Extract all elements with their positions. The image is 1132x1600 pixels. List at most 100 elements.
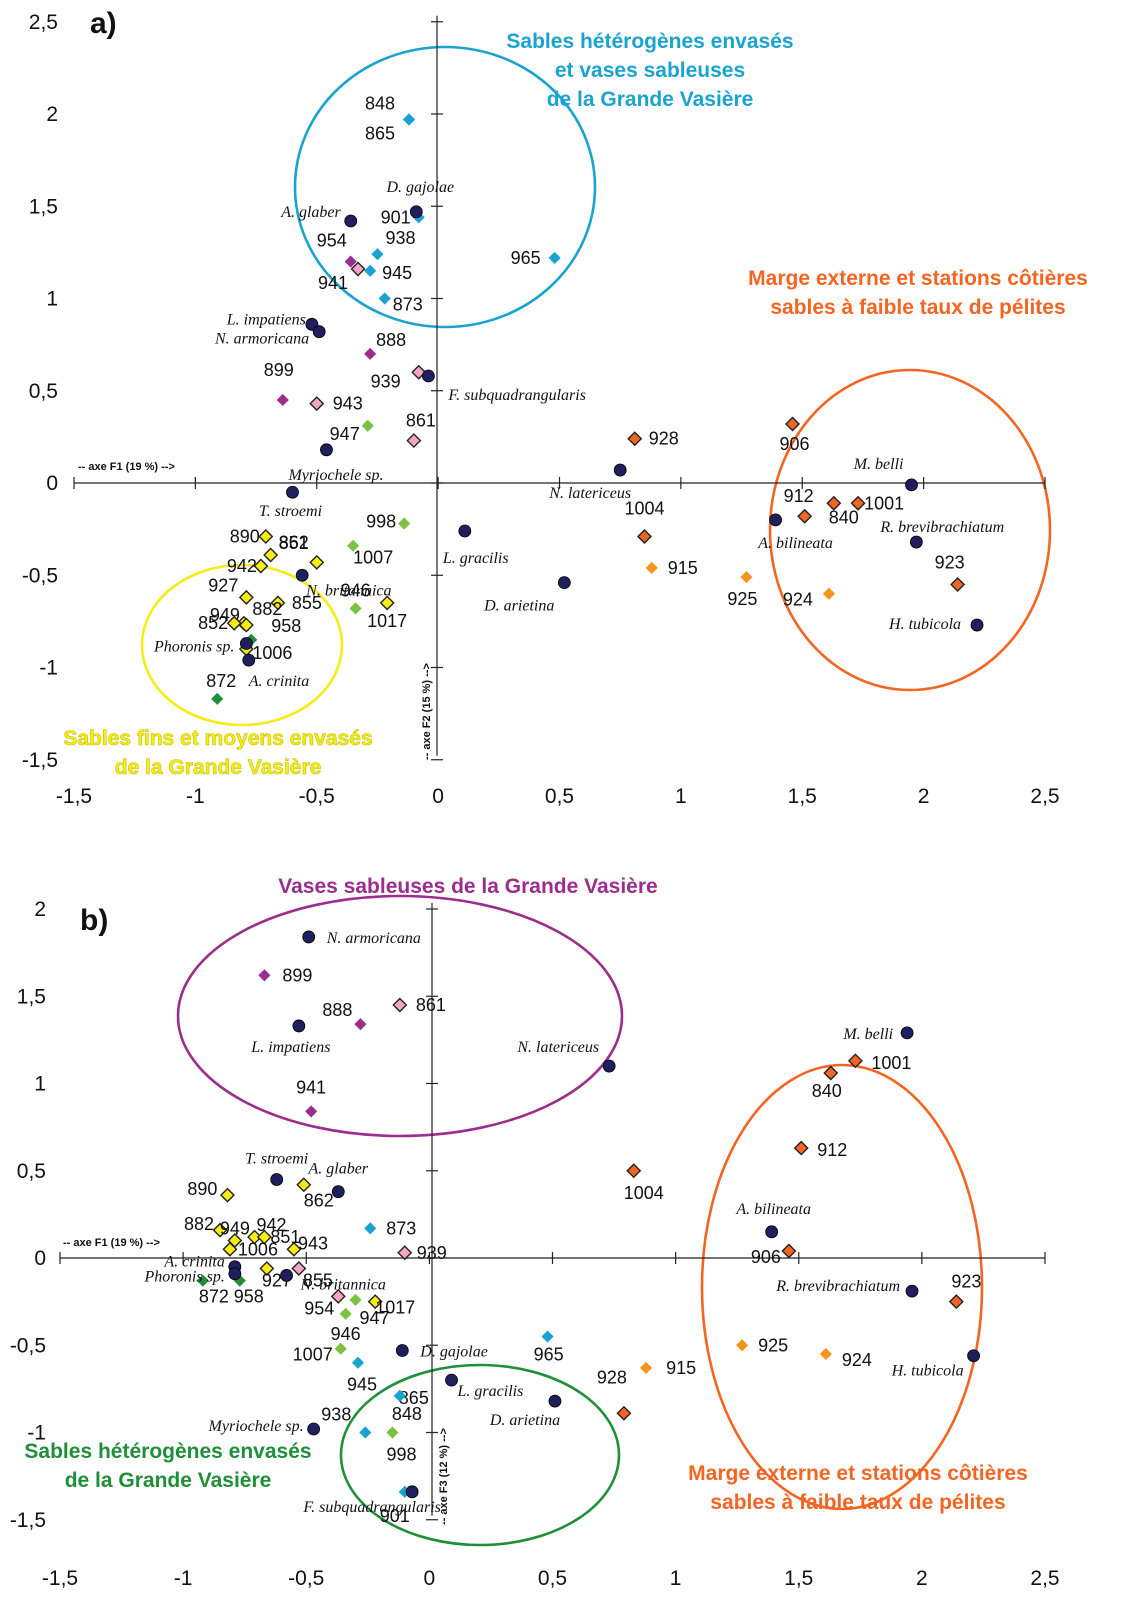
panel-a-station-label-943: 943	[333, 394, 363, 414]
panel-b-station-marker-862	[296, 1177, 312, 1193]
panel-a-species-marker	[613, 463, 627, 477]
panel-b-station-label-848: 848	[392, 1404, 422, 1424]
panel-b-species-marker	[270, 1173, 284, 1186]
panel-a-station-label-947: 947	[330, 424, 360, 444]
panel-a-station-marker-861	[406, 433, 422, 449]
panel-a-station-marker-915	[645, 561, 658, 574]
panel-a-station-marker-946	[349, 602, 362, 615]
panel-b-station-marker-1007	[334, 1342, 347, 1355]
panel-a-species-marker	[458, 524, 472, 538]
panel-a-species-label: L. impatiens	[226, 311, 306, 328]
panel-b-station-label-1017: 1017	[375, 1298, 415, 1318]
panel-a-station-label-938: 938	[385, 228, 415, 248]
panel-a-station-label-942: 942	[227, 556, 257, 576]
panel-b-station-marker-954	[330, 1288, 346, 1304]
panel-a-station-marker-938	[371, 248, 384, 261]
panel-a-station-label-901: 901	[381, 207, 411, 227]
panel-a-station-label-865: 865	[365, 124, 395, 144]
panel-b-group-title-3: Sables hétérogènes envasés	[24, 1440, 311, 1463]
panel-a-y-tick-label: -1	[39, 657, 58, 680]
panel-b-species-label: Phoronis sp.	[144, 1269, 225, 1286]
panel-b-station-label-945: 945	[347, 1375, 377, 1395]
panel-b-station-label-915: 915	[666, 1358, 696, 1378]
panel-b-species-marker	[302, 930, 316, 944]
panel-b-station-marker-1004	[626, 1163, 642, 1179]
panel-b-species-marker	[405, 1485, 419, 1499]
panel-a-station-label-958: 958	[271, 616, 301, 636]
panel-a-group-title-2: Marge externe et stations côtières	[748, 267, 1088, 290]
panel-a-species-label: L. gracilis	[442, 550, 509, 567]
panel-a-station-label-899: 899	[264, 360, 294, 380]
panel-a-station-label-855: 855	[292, 593, 322, 613]
panel-b-station-label-906: 906	[751, 1247, 781, 1267]
panel-a-station-label-939: 939	[371, 371, 401, 391]
panel-b-station-marker-923	[948, 1294, 964, 1310]
panel-a-station-label-915: 915	[668, 558, 698, 578]
panel-a-station-marker-912	[797, 508, 813, 524]
panel-b-species-marker	[280, 1269, 293, 1282]
panel-a-station-label-840: 840	[829, 507, 859, 527]
panel-a-station-marker-890	[258, 529, 274, 544]
panel-b-x-tick-label: 0	[424, 1567, 436, 1590]
panel-b-y-tick-label: -0,5	[10, 1334, 46, 1357]
panel-a-station-marker-899	[276, 393, 289, 407]
panel-b-station-label-925: 925	[758, 1335, 788, 1355]
panel-b-x-tick-label: -1	[174, 1567, 193, 1590]
panel-a-station-marker-925	[740, 571, 753, 584]
panel-b-station-marker-873	[364, 1222, 377, 1235]
panel-b-station-label-873: 873	[386, 1218, 416, 1238]
panel-b-y-tick-label: 1,5	[17, 985, 46, 1008]
panel-a-station-marker-998	[398, 517, 411, 530]
panel-b-species-label: N. armoricana	[326, 930, 421, 947]
panel-a-species-label: A. crinita	[248, 673, 309, 690]
panel-b-station-label-912: 912	[817, 1140, 847, 1160]
panel-a-species-label: F. subquadrangularis	[447, 387, 586, 404]
panel-a-species-label: M. belli	[853, 456, 904, 473]
panel-b-station-label-888: 888	[322, 1000, 352, 1020]
panel-b-station-label-939: 939	[417, 1243, 447, 1263]
panel-a-station-marker-1007	[347, 539, 360, 552]
panel-b-species-marker	[395, 1344, 409, 1357]
panel-b-station-marker-1006	[222, 1241, 238, 1257]
panel-a-station-marker-865	[402, 113, 416, 126]
panel-b-station-label-899: 899	[282, 965, 312, 985]
panel-a-species-label: T. stroemi	[259, 503, 322, 520]
panel-a-species-marker	[286, 485, 299, 499]
panel-b-species-label: F. subquadrangularis	[302, 1499, 441, 1516]
panel-a-group-ellipse-2	[768, 368, 1052, 692]
panel-a-group-title-2: sables à faible taux de pélites	[770, 296, 1065, 319]
panel-b-station-label-1007: 1007	[293, 1345, 333, 1365]
panel-a-station-marker-873	[378, 292, 391, 305]
panel-b-station-label-943: 943	[298, 1233, 328, 1253]
panel-a-station-marker-1001	[850, 495, 866, 511]
panel-b-species-marker	[602, 1059, 616, 1073]
panel-a-x-tick-label: -1,5	[56, 785, 92, 808]
panel-a-station-label-862: 862	[279, 532, 309, 552]
panel-a-station-marker-852	[226, 615, 242, 631]
panel-a-station-marker-939	[411, 364, 427, 380]
panel-b-station-label-851: 851	[270, 1227, 300, 1247]
panel-b-species-label: R. brevibrachiatum	[775, 1278, 900, 1295]
panel-b-station-label-1004: 1004	[624, 1183, 664, 1203]
panel-b-species-label: T. stroemi	[245, 1150, 308, 1167]
panel-a-station-marker-862	[309, 554, 325, 570]
panel-b-station-marker-851	[256, 1229, 272, 1245]
panel-a-station-label-923: 923	[935, 552, 965, 572]
panel-b-station-marker-998	[386, 1426, 399, 1439]
panel-b-station-label-840: 840	[812, 1081, 842, 1101]
panel-b-station-label-923: 923	[951, 1272, 981, 1292]
panel-b-group-title-2: Marge externe et stations côtières	[688, 1462, 1028, 1485]
panel-b-station-marker-882	[212, 1222, 228, 1238]
panel-b-y-tick-label: 2	[34, 898, 46, 921]
panel-b-panel-label: b)	[80, 904, 108, 937]
panel-b-station-marker-848	[393, 1389, 406, 1402]
panel-a-group-title-1: et vases sableuses	[555, 59, 745, 82]
panel-a-species-marker	[320, 443, 333, 457]
panel-a-station-label-848: 848	[365, 94, 395, 114]
panel-a-station-marker-1004	[636, 529, 652, 544]
panel-a-x-tick-label: 2,5	[1030, 785, 1059, 808]
panel-b-species-label: Myriochele sp.	[208, 1418, 304, 1435]
panel-b-species-marker	[548, 1394, 562, 1408]
panel-a-station-label-888: 888	[376, 330, 406, 350]
